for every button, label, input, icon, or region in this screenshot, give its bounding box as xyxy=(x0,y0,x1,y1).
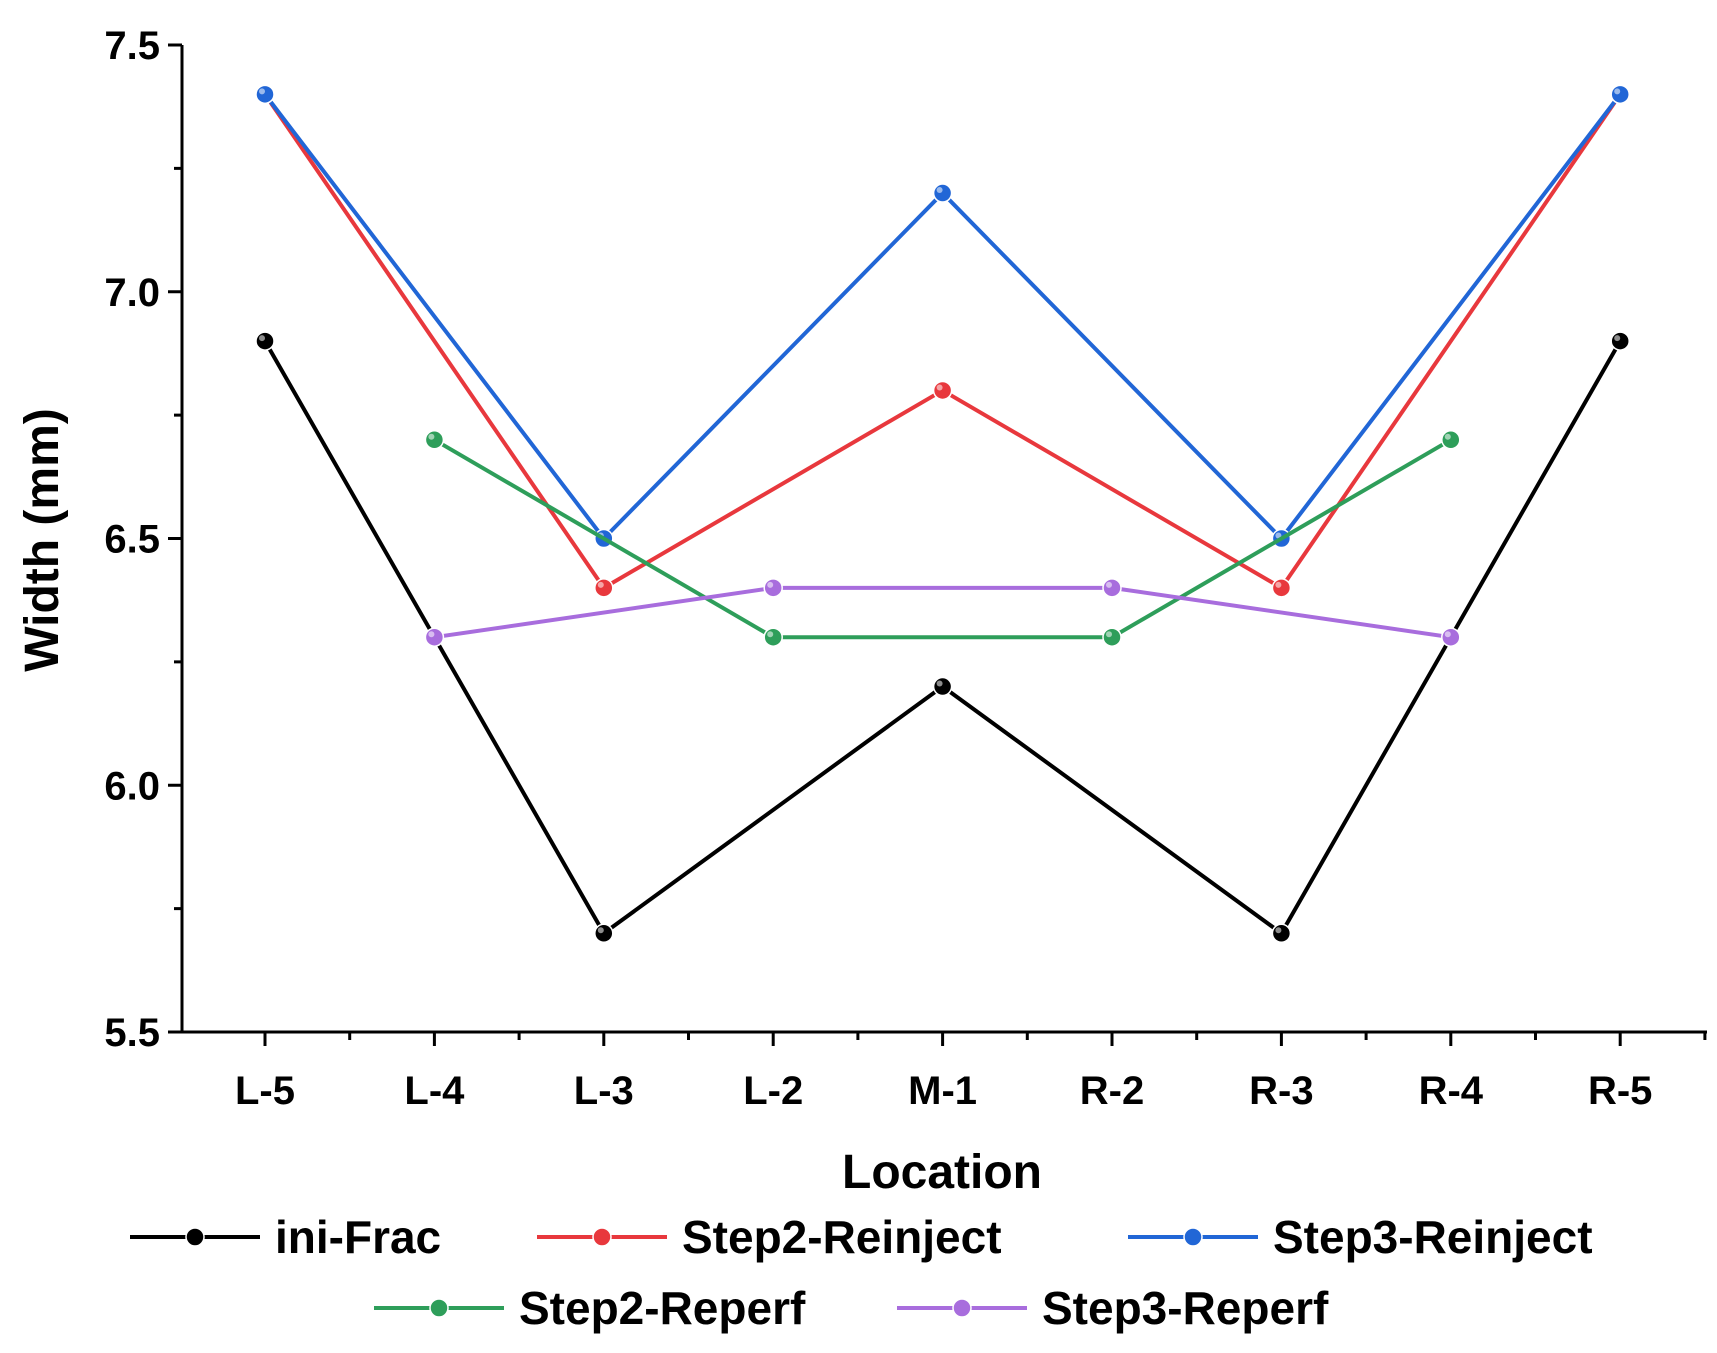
data-point xyxy=(594,923,614,944)
series-line-step3-reinject xyxy=(263,93,1622,541)
data-point xyxy=(1610,84,1630,105)
data-point xyxy=(594,578,614,598)
legend: ini-Frac Step2-Reinject Step3-Reinject Step… xyxy=(130,1211,1593,1334)
data-point-highlight xyxy=(597,581,604,588)
y-axis-title: Width (mm) xyxy=(16,408,69,672)
legend-item-step2-reinject: Step2-Reinject xyxy=(537,1211,1002,1263)
y-tick-label: 7.5 xyxy=(104,24,160,68)
data-point xyxy=(255,84,275,105)
series-step3-reinject xyxy=(255,84,1630,549)
data-point xyxy=(1102,578,1122,598)
legend-item-step2-reperf: Step2-Reperf xyxy=(374,1282,806,1334)
legend-label: Step3-Reperf xyxy=(1042,1282,1329,1334)
data-point-highlight xyxy=(767,631,774,638)
data-point-highlight xyxy=(597,927,604,934)
data-point xyxy=(1441,430,1461,450)
data-point-highlight xyxy=(936,680,943,687)
data-point xyxy=(424,430,445,450)
legend-label: Step2-Reinject xyxy=(682,1211,1002,1263)
data-point-highlight xyxy=(1614,88,1621,95)
series-line-step3-reperf xyxy=(434,585,1452,640)
data-point xyxy=(255,331,275,351)
y-tick-label: 5.5 xyxy=(104,1011,160,1055)
data-point-highlight xyxy=(1106,581,1112,588)
data-point-highlight xyxy=(936,187,943,194)
legend-swatch-marker xyxy=(1183,1227,1203,1247)
legend-swatch-marker xyxy=(592,1227,612,1247)
legend-swatch-marker xyxy=(429,1298,449,1318)
x-tick-label: R-2 xyxy=(1080,1069,1144,1113)
data-point xyxy=(1441,627,1461,647)
legend-swatch-marker xyxy=(952,1298,972,1318)
data-point xyxy=(932,676,953,697)
data-point xyxy=(1610,331,1630,351)
legend-label: Step2-Reperf xyxy=(519,1282,806,1334)
data-point xyxy=(1271,578,1292,598)
data-point xyxy=(1271,923,1292,944)
data-point-highlight xyxy=(1275,927,1282,934)
series-step2-reperf xyxy=(424,430,1461,647)
series-step2-reinject xyxy=(255,84,1630,598)
x-tick-label: L-2 xyxy=(743,1069,803,1113)
x-tick-label: R-4 xyxy=(1419,1069,1484,1113)
series-group xyxy=(255,84,1630,944)
legend-item-step3-reperf: Step3-Reperf xyxy=(897,1282,1329,1334)
data-point-highlight xyxy=(1106,631,1112,638)
x-tick-label: M-1 xyxy=(908,1069,977,1113)
series-line-step2-reperf xyxy=(433,438,1452,640)
legend-item-ini-frac: ini-Frac xyxy=(130,1211,441,1263)
data-point xyxy=(763,627,783,647)
x-tick-label: R-3 xyxy=(1249,1069,1313,1113)
legend-label: Step3-Reinject xyxy=(1273,1211,1593,1263)
y-ticks: 5.5 6.0 6.5 7.0 7.5 xyxy=(104,24,182,1055)
x-axis-title: Location xyxy=(842,1146,1042,1199)
data-point-highlight xyxy=(1275,581,1282,588)
y-tick-label: 6.0 xyxy=(104,764,160,808)
y-tick-label: 7.0 xyxy=(104,271,160,315)
series-step3-reperf xyxy=(424,578,1461,647)
legend-item-step3-reinject: Step3-Reinject xyxy=(1128,1211,1593,1263)
data-point-highlight xyxy=(767,581,774,588)
y-tick-label: 6.5 xyxy=(104,518,160,562)
x-tick-label: L-3 xyxy=(574,1069,634,1113)
data-point-highlight xyxy=(1444,631,1451,638)
legend-swatch-marker xyxy=(185,1227,205,1247)
data-point-highlight xyxy=(936,384,943,391)
data-point-highlight xyxy=(259,88,265,95)
data-point-highlight xyxy=(1275,532,1282,539)
x-tick-label: L-4 xyxy=(404,1069,465,1113)
series-line-step2-reinject xyxy=(263,93,1622,590)
data-point xyxy=(932,380,953,401)
series-ini-frac xyxy=(255,331,1630,944)
x-tick-label: R-5 xyxy=(1588,1069,1652,1113)
data-point-highlight xyxy=(1614,335,1621,342)
data-point-highlight xyxy=(1444,433,1451,440)
data-point-highlight xyxy=(428,631,435,638)
legend-label: ini-Frac xyxy=(275,1211,441,1263)
x-tick-label: L-5 xyxy=(235,1069,295,1113)
data-point xyxy=(424,627,445,647)
data-point xyxy=(1102,627,1122,647)
data-point xyxy=(763,578,783,598)
data-point-highlight xyxy=(428,433,435,440)
data-point-highlight xyxy=(259,335,265,342)
data-point xyxy=(932,183,953,203)
x-ticks: L-5 L-4 L-3 L-2 M-1 R-2 R-3 R-4 R-5 xyxy=(235,1032,1707,1113)
